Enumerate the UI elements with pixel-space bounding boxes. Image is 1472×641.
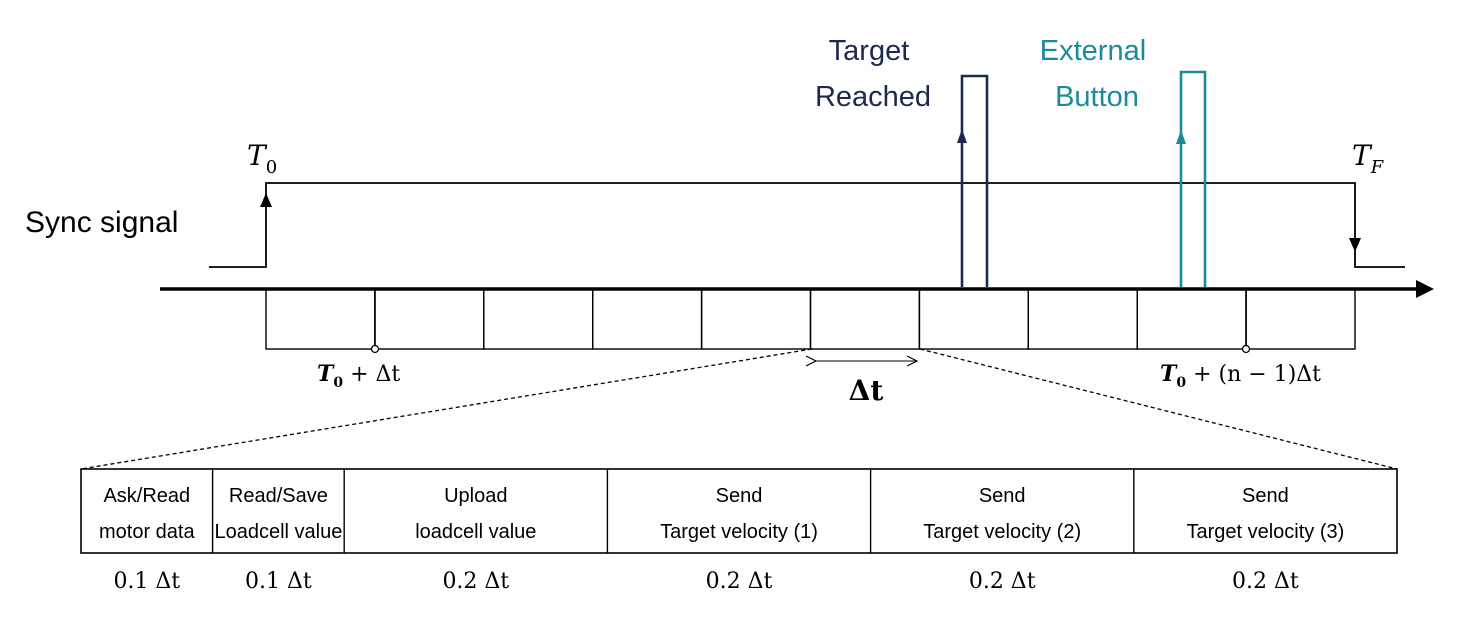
time-slot (918, 288, 1030, 350)
time-slot (592, 288, 703, 350)
task-cell-label: Send Target velocity (3) (1186, 485, 1344, 543)
target-reached-label: Target Reached (815, 35, 931, 113)
task-cell-label: Upload loadcell value (415, 485, 536, 543)
task-breakdown-table: Ask/Read motor data 0.1 Δt Read/Save Loadcel… (80, 468, 1398, 594)
task-duration-label: 0.2 Δt (969, 569, 1036, 594)
time-slot (265, 288, 376, 350)
task-duration-label: 0.2 Δt (442, 569, 509, 594)
sync-fall-arrow (1349, 238, 1361, 252)
time-slot (1027, 288, 1138, 350)
time-slot (1136, 288, 1247, 350)
time-slot (700, 288, 812, 350)
tick-last (1241, 289, 1251, 354)
tf-label: TF (1352, 139, 1385, 178)
external-button-label: External Button (1040, 35, 1154, 113)
tick-label-last: T0 + (n − 1)Δt (1160, 361, 1321, 391)
tick-label-first: T0 + Δt (317, 361, 400, 391)
sync-signal-wave (209, 182, 1405, 268)
task-duration-label: 0.2 Δt (706, 569, 773, 594)
time-slots (265, 288, 1356, 350)
time-slot (483, 288, 594, 350)
target-reached-arrow (957, 129, 967, 143)
external-button-pulse (1179, 70, 1207, 287)
task-duration-label: 0.1 Δt (113, 569, 180, 594)
task-table-border (80, 468, 1398, 554)
zoom-line-left (80, 348, 813, 470)
time-slot (374, 288, 485, 350)
time-axis-arrowhead (1416, 280, 1434, 298)
sync-rise-arrow (260, 193, 272, 207)
delta-t-label: Δt (849, 374, 884, 407)
zoom-line-right (919, 348, 1398, 470)
task-cell-label: Send Target velocity (2) (923, 485, 1081, 543)
time-slot (809, 288, 921, 350)
task-cell-label: Read/Save Loadcell value (214, 485, 342, 543)
sync-signal-label: Sync signal (25, 206, 178, 239)
tick-first (370, 289, 380, 354)
t0-label: T0 (247, 139, 277, 178)
task-cell-label: Send Target velocity (1) (660, 485, 818, 543)
time-slot (1245, 288, 1356, 350)
task-duration-label: 0.2 Δt (1232, 569, 1299, 594)
target-reached-pulse (960, 74, 989, 287)
task-duration-label: 0.1 Δt (245, 569, 312, 594)
task-cell-label: Ask/Read motor data (99, 485, 195, 543)
external-button-arrow (1176, 130, 1186, 144)
